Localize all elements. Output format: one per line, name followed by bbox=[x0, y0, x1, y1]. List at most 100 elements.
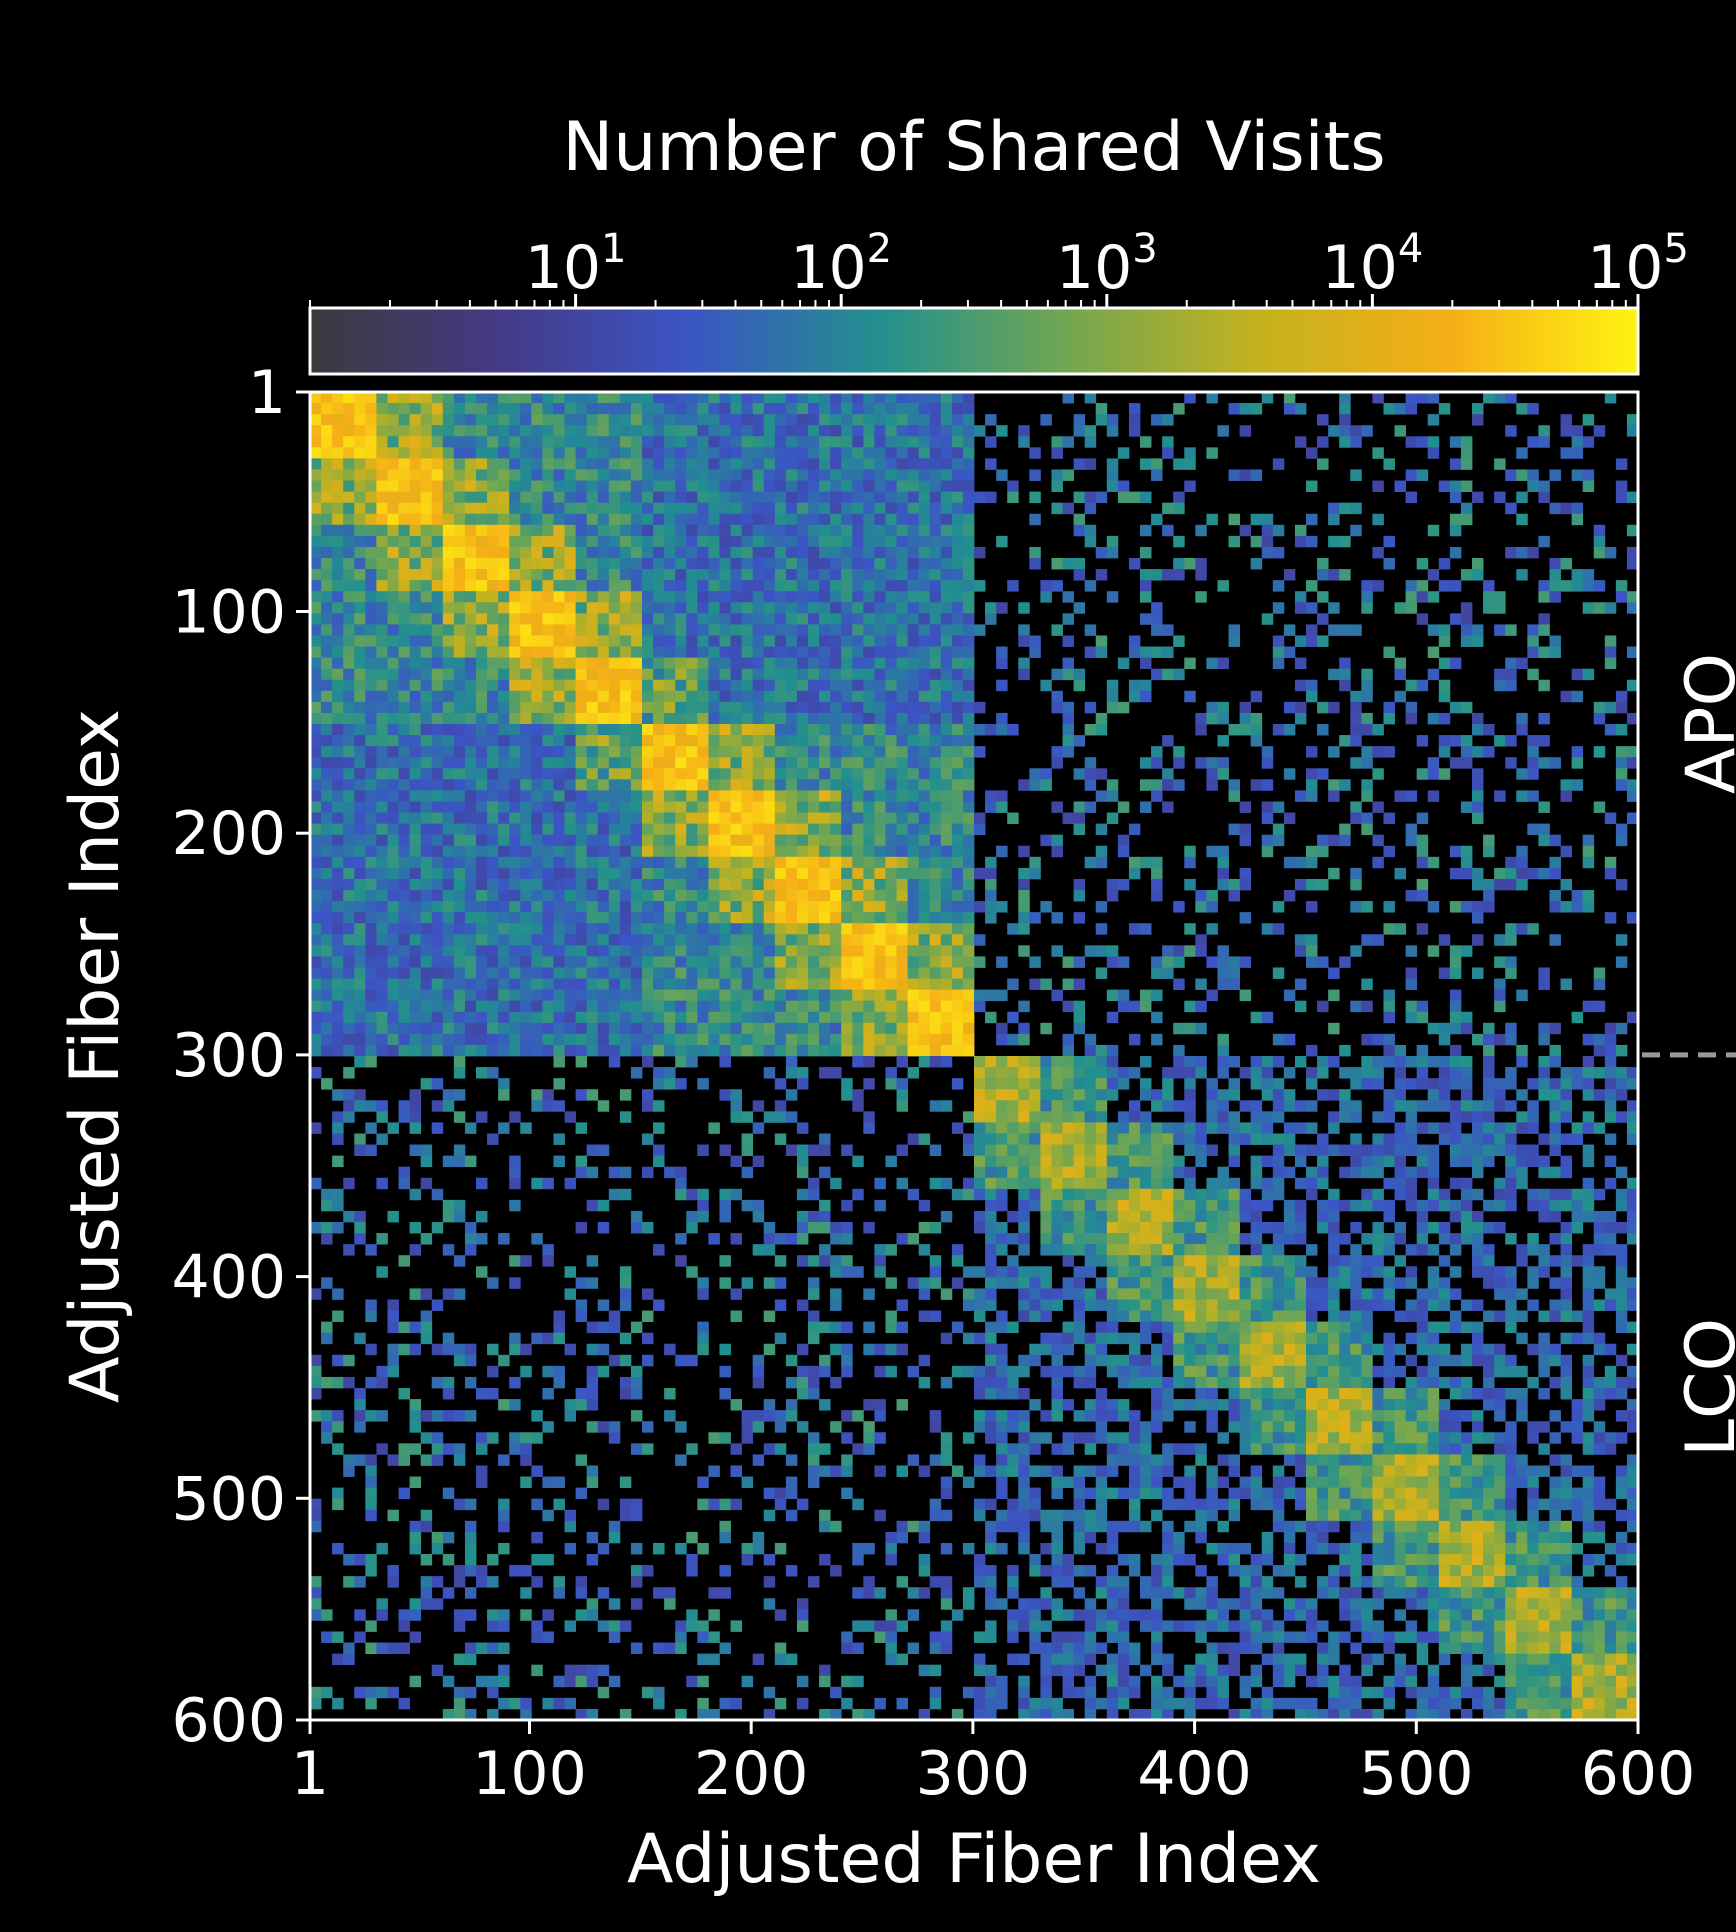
heatmap-cell bbox=[730, 1100, 742, 1112]
heatmap-cell bbox=[420, 967, 433, 979]
heatmap-cell bbox=[841, 790, 853, 802]
heatmap-cell bbox=[642, 768, 654, 780]
heatmap-cell bbox=[398, 635, 410, 647]
heatmap-cell bbox=[951, 602, 964, 614]
heatmap-cell bbox=[1084, 945, 1097, 957]
heatmap-cell bbox=[1405, 945, 1418, 957]
heatmap-cell bbox=[1361, 580, 1373, 592]
heatmap-cell bbox=[642, 712, 654, 725]
heatmap-cell bbox=[830, 956, 842, 968]
heatmap-cell bbox=[564, 801, 576, 813]
heatmap-cell bbox=[398, 480, 410, 492]
heatmap-cell bbox=[785, 1089, 798, 1101]
heatmap-cell bbox=[332, 1089, 344, 1101]
heatmap-cell bbox=[1361, 679, 1373, 692]
heatmap-cell bbox=[464, 502, 477, 515]
heatmap-cell bbox=[741, 768, 754, 780]
heatmap-cell bbox=[907, 613, 920, 625]
heatmap-cell bbox=[885, 602, 897, 614]
heatmap-cell bbox=[442, 890, 455, 902]
heatmap-cell bbox=[719, 768, 731, 780]
heatmap-cell bbox=[1339, 403, 1351, 415]
heatmap-cell bbox=[1361, 724, 1373, 736]
heatmap-cell bbox=[1560, 425, 1572, 437]
heatmap-cell bbox=[464, 646, 477, 658]
heatmap-cell bbox=[542, 901, 554, 913]
heatmap-cell bbox=[542, 425, 554, 437]
heatmap-cell bbox=[453, 679, 466, 692]
heatmap-cell bbox=[354, 757, 366, 769]
heatmap-cell bbox=[730, 657, 742, 670]
heatmap-cell bbox=[453, 646, 466, 658]
heatmap-cell bbox=[531, 712, 543, 725]
heatmap-cell bbox=[520, 646, 532, 658]
heatmap-cell bbox=[575, 425, 588, 437]
heatmap-cell bbox=[1328, 701, 1340, 714]
heatmap-cell bbox=[1549, 635, 1561, 647]
heatmap-cell bbox=[896, 956, 908, 968]
heatmap-cell bbox=[763, 491, 776, 504]
heatmap-cell bbox=[630, 480, 643, 492]
heatmap-cell bbox=[874, 1000, 886, 1013]
heatmap-cell bbox=[464, 989, 477, 1002]
heatmap-cell bbox=[343, 890, 355, 902]
heatmap-cell bbox=[597, 535, 610, 548]
heatmap-cell bbox=[929, 580, 942, 592]
heatmap-cell bbox=[874, 679, 886, 692]
heatmap-cell bbox=[985, 989, 997, 1002]
heatmap-cell bbox=[509, 635, 521, 647]
heatmap-cell bbox=[1317, 724, 1329, 736]
heatmap-cell bbox=[564, 546, 576, 559]
heatmap-cell bbox=[763, 823, 776, 836]
heatmap-cell bbox=[531, 867, 543, 880]
heatmap-cell bbox=[509, 801, 521, 813]
heatmap-cell bbox=[1173, 502, 1185, 515]
heatmap-cell bbox=[509, 690, 521, 703]
heatmap-cell bbox=[630, 934, 643, 946]
heatmap-cell bbox=[1593, 701, 1606, 714]
heatmap-cell bbox=[420, 657, 433, 670]
heatmap-cell bbox=[321, 856, 333, 869]
heatmap-cell bbox=[1505, 735, 1517, 747]
heatmap-cell bbox=[653, 989, 665, 1002]
colorbar-tick-label: 104 bbox=[1321, 226, 1423, 303]
heatmap-cell bbox=[774, 989, 787, 1002]
heatmap-cell bbox=[1007, 491, 1019, 504]
heatmap-cell bbox=[962, 768, 975, 780]
heatmap-cell bbox=[1615, 768, 1628, 780]
heatmap-cell bbox=[520, 580, 532, 592]
heatmap-cell bbox=[1472, 491, 1484, 504]
heatmap-cell bbox=[874, 535, 886, 548]
heatmap-cell bbox=[1250, 1056, 1263, 1068]
heatmap-cell bbox=[1438, 1067, 1451, 1079]
heatmap-cell bbox=[819, 923, 831, 935]
heatmap-cell bbox=[962, 856, 975, 869]
heatmap-cell bbox=[852, 801, 864, 813]
heatmap-cell bbox=[498, 834, 510, 847]
heatmap-cell bbox=[796, 392, 809, 404]
heatmap-cell bbox=[442, 425, 455, 437]
heatmap-cell bbox=[476, 425, 488, 437]
heatmap-cell bbox=[321, 657, 333, 670]
heatmap-cell bbox=[1306, 602, 1318, 614]
heatmap-cell bbox=[476, 912, 488, 924]
heatmap-cell bbox=[1339, 823, 1351, 836]
heatmap-cell bbox=[542, 1000, 554, 1013]
heatmap-cell bbox=[509, 447, 521, 459]
heatmap-cell bbox=[841, 712, 853, 725]
heatmap-cell bbox=[487, 392, 499, 404]
heatmap-cell bbox=[409, 535, 422, 548]
heatmap-cell bbox=[597, 801, 610, 813]
heatmap-cell bbox=[498, 701, 510, 714]
heatmap-cell bbox=[509, 989, 521, 1002]
heatmap-cell bbox=[332, 624, 344, 636]
heatmap-cell bbox=[597, 1022, 610, 1035]
heatmap-cell bbox=[686, 668, 698, 681]
heatmap-cell bbox=[1040, 580, 1052, 592]
heatmap-cell bbox=[852, 414, 864, 426]
heatmap-cell bbox=[354, 801, 366, 813]
heatmap-cell bbox=[1294, 403, 1307, 415]
heatmap-cell bbox=[808, 867, 820, 880]
heatmap-cell bbox=[398, 403, 410, 415]
heatmap-cell bbox=[962, 823, 975, 836]
